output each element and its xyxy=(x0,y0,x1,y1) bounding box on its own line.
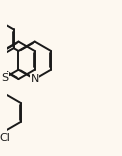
Text: Cl: Cl xyxy=(0,133,10,143)
Text: S: S xyxy=(1,73,8,83)
Text: N: N xyxy=(30,74,39,84)
